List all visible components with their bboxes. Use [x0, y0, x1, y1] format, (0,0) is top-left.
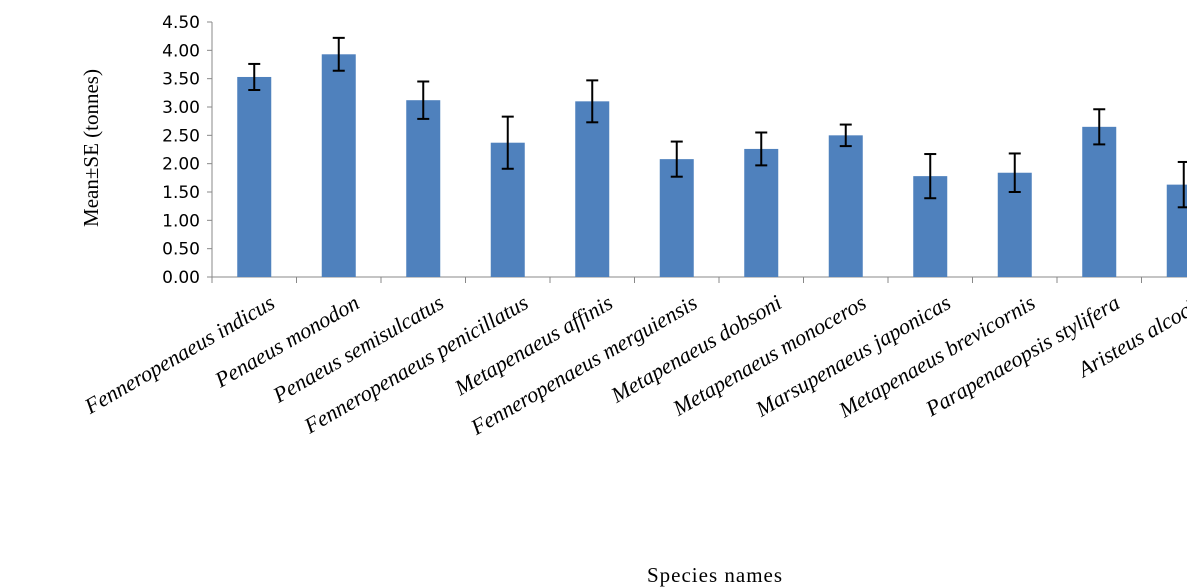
bar	[575, 101, 610, 277]
y-axis-title: Mean±SE (tonnes)	[79, 69, 103, 227]
error-bar	[248, 62, 261, 91]
error-bar	[755, 131, 768, 167]
error-bar	[924, 153, 937, 200]
bars	[237, 54, 1187, 277]
y-tick-label: 1.50	[162, 183, 200, 203]
y-tick-label: 0.00	[162, 268, 200, 288]
y-tick-labels: 0.00 0.50 1.00 1.50 2.00 2.50 3.00 3.50 4.00 4.50	[162, 13, 200, 288]
bar	[1082, 126, 1117, 277]
y-tick-label: 4.00	[162, 41, 200, 61]
error-bar	[586, 79, 599, 124]
error-bar	[670, 140, 683, 178]
error-bars	[248, 36, 1187, 209]
y-tick-label: 3.00	[162, 98, 200, 118]
y-axis	[207, 21, 213, 278]
error-bar	[501, 115, 514, 170]
bar	[659, 159, 694, 277]
y-tick-label: 4.50	[162, 13, 200, 33]
error-bar	[1177, 160, 1187, 209]
y-tick-label: 2.50	[162, 126, 200, 146]
bar	[237, 76, 272, 277]
bar	[406, 100, 441, 277]
y-tick-label: 2.00	[162, 155, 200, 175]
bar	[321, 54, 356, 277]
y-tick-label: 0.50	[162, 240, 200, 260]
error-bar	[1093, 108, 1106, 146]
y-tick-label: 3.50	[162, 70, 200, 90]
x-axis	[211, 276, 1187, 283]
bar	[828, 135, 863, 277]
error-bar	[1008, 152, 1021, 193]
bar	[744, 148, 779, 277]
y-tick-label: 1.00	[162, 211, 200, 231]
error-bar	[417, 80, 430, 120]
x-axis-title: Species names	[647, 563, 783, 587]
error-bar	[332, 36, 345, 72]
error-bar	[839, 123, 852, 148]
